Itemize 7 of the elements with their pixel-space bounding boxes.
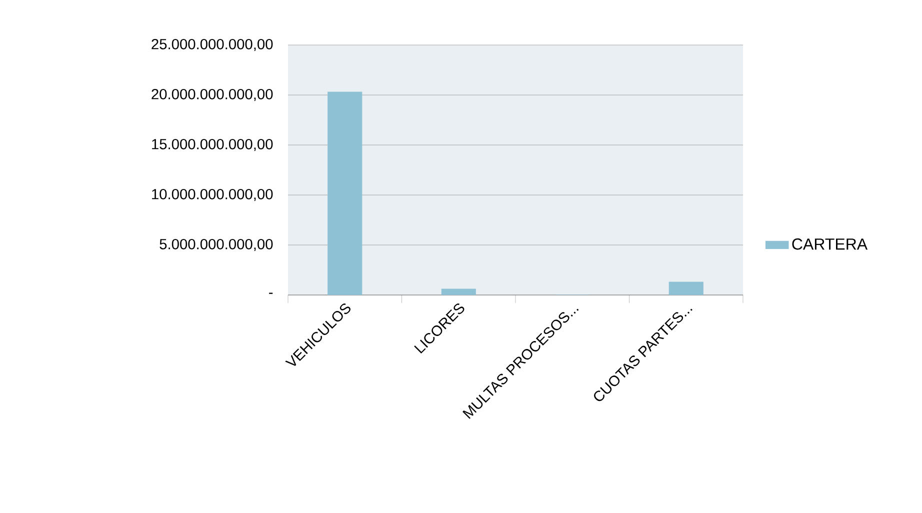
y-tick-label: 15.000.000.000,00 [152,138,273,152]
y-tick-label: 25.000.000.000,00 [152,38,273,52]
legend-label: CARTERA [792,238,868,250]
y-tick-label: 5.000.000.000,00 [160,238,273,252]
y-tick-label: 20.000.000.000,00 [152,88,273,102]
y-tick-label: 10.000.000.000,00 [152,188,273,202]
y-tick-label: - [269,292,273,294]
